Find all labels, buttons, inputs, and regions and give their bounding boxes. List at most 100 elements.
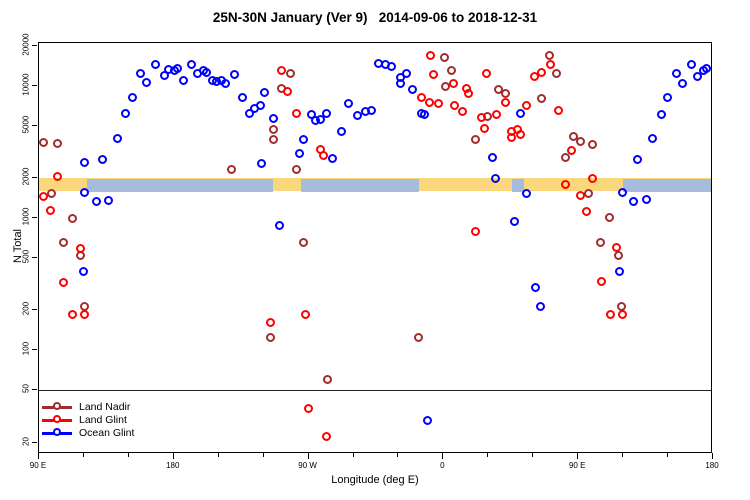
data-point-land-nadir — [583, 188, 593, 198]
data-point-land-glint — [522, 101, 532, 111]
y-tick — [32, 177, 37, 179]
data-point-ocean-glint — [408, 85, 418, 95]
data-point-land-nadir — [604, 212, 614, 222]
y-tick-label: 1000 — [21, 207, 31, 226]
data-point-land-glint — [424, 98, 434, 108]
y-tick — [32, 84, 37, 86]
data-point-ocean-glint — [255, 101, 265, 111]
data-point-land-nadir — [47, 188, 57, 198]
data-point-land-nadir — [568, 131, 578, 141]
x-tick-major — [712, 453, 713, 459]
data-point-land-glint — [529, 71, 539, 81]
legend-item-label: Land Glint — [79, 414, 127, 426]
band-blue-segment — [623, 179, 711, 193]
data-point-ocean-glint — [618, 187, 628, 197]
data-point-ocean-glint — [113, 133, 123, 143]
data-point-ocean-glint — [672, 68, 682, 78]
y-tick-label: 10000 — [21, 73, 31, 96]
data-point-ocean-glint — [490, 174, 500, 184]
data-point-ocean-glint — [396, 79, 406, 89]
x-tick-minor — [487, 453, 489, 457]
data-point-ocean-glint — [173, 63, 183, 73]
data-point-land-glint — [501, 98, 511, 107]
data-point-ocean-glint — [387, 61, 397, 71]
band-blue-segment — [301, 179, 420, 193]
data-point-land-nadir — [501, 88, 511, 98]
data-point-land-glint — [516, 130, 526, 140]
data-point-ocean-glint — [141, 77, 151, 87]
data-point-land-glint — [507, 133, 517, 143]
data-point-land-glint — [321, 432, 331, 442]
data-point-ocean-glint — [120, 108, 130, 118]
data-point-land-glint — [582, 207, 592, 216]
data-point-ocean-glint — [299, 135, 309, 144]
x-tick-label: 180 — [166, 461, 180, 470]
x-tick-minor — [82, 453, 84, 457]
y-tick — [32, 256, 37, 258]
data-point-land-nadir — [544, 51, 554, 60]
x-tick-minor — [667, 453, 669, 457]
y-tick — [32, 441, 37, 443]
x-tick-minor — [532, 453, 534, 457]
data-point-land-nadir — [576, 136, 586, 146]
data-point-ocean-glint — [516, 108, 526, 118]
x-tick-minor — [397, 453, 399, 457]
data-point-ocean-glint — [615, 267, 625, 277]
data-point-land-glint — [481, 68, 491, 78]
data-point-ocean-glint — [327, 154, 337, 164]
data-point-land-glint — [291, 109, 301, 119]
data-point-land-glint — [477, 112, 487, 122]
data-point-land-glint — [75, 244, 85, 254]
data-point-ocean-glint — [535, 302, 545, 312]
legend-circle-symbol — [53, 415, 61, 423]
data-point-land-glint — [433, 98, 443, 108]
y-tick — [32, 124, 37, 126]
data-point-land-glint — [546, 59, 556, 69]
data-point-ocean-glint — [179, 75, 189, 85]
data-point-ocean-glint — [423, 416, 433, 426]
y-tick — [32, 309, 37, 311]
plot-area — [38, 42, 712, 453]
data-point-land-glint — [612, 243, 622, 253]
y-tick — [32, 349, 37, 351]
data-point-land-nadir — [537, 93, 547, 103]
data-point-ocean-glint — [78, 267, 88, 277]
data-point-ocean-glint — [678, 79, 688, 89]
data-point-land-nadir — [227, 165, 237, 175]
data-point-ocean-glint — [366, 105, 376, 115]
data-point-land-nadir — [59, 237, 69, 247]
data-point-ocean-glint — [687, 59, 697, 69]
y-tick-label: 50 — [21, 384, 31, 393]
data-point-land-nadir — [561, 153, 571, 163]
data-point-land-glint — [426, 51, 436, 60]
data-point-land-nadir — [595, 237, 605, 247]
y-tick — [32, 388, 37, 390]
reference-line — [39, 389, 711, 391]
x-tick-minor — [217, 453, 219, 457]
data-point-ocean-glint — [531, 283, 541, 293]
data-point-land-nadir — [323, 374, 333, 384]
data-point-land-glint — [303, 403, 313, 413]
data-point-ocean-glint — [315, 115, 325, 125]
y-tick-label: 2000 — [21, 167, 31, 186]
y-tick-label: 20000 — [21, 33, 31, 56]
data-point-land-glint — [429, 70, 439, 80]
data-point-ocean-glint — [201, 67, 211, 77]
data-point-ocean-glint — [420, 110, 430, 120]
data-point-ocean-glint — [186, 59, 196, 69]
x-tick-minor — [352, 453, 354, 457]
data-point-ocean-glint — [344, 99, 354, 109]
x-tick-label: 90 E — [568, 461, 586, 470]
data-point-land-nadir — [285, 68, 295, 78]
band-blue-segment — [512, 179, 525, 193]
data-point-land-glint — [537, 67, 547, 77]
data-point-land-nadir — [39, 137, 48, 147]
data-point-ocean-glint — [260, 88, 270, 97]
y-tick — [32, 216, 37, 218]
data-point-land-glint — [492, 110, 502, 120]
x-tick-label: 180 — [705, 461, 719, 470]
data-point-land-nadir — [269, 134, 279, 144]
y-tick-label: 500 — [21, 249, 31, 263]
data-point-land-glint — [318, 151, 328, 161]
